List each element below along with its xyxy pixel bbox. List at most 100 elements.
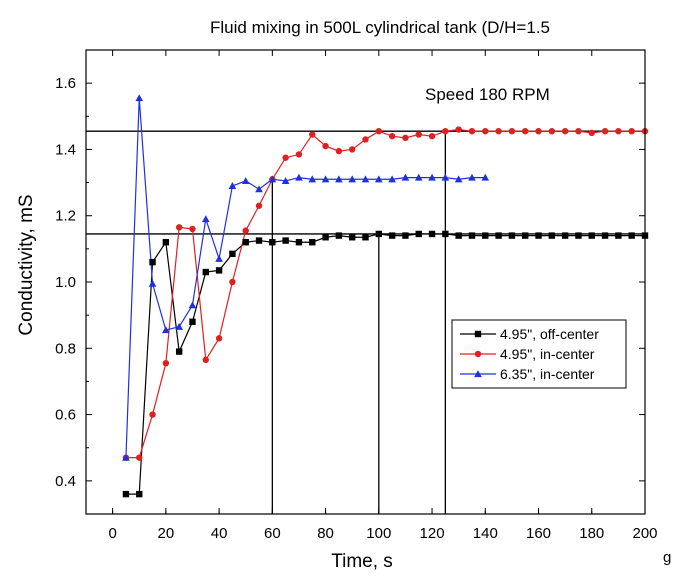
data-point [388,232,396,239]
data-point [535,232,542,239]
data-point [482,232,489,239]
data-point [295,239,303,246]
data-point [495,232,502,239]
data-point [508,128,516,135]
data-point [375,230,383,238]
data-point [335,147,343,155]
data-point [362,136,369,143]
x-tick-label: 200 [632,525,657,542]
data-point [468,232,476,239]
x-tick-label: 160 [526,525,551,542]
data-point [255,202,263,209]
data-point [588,129,595,137]
data-point [215,254,223,262]
data-point [388,175,396,183]
y-tick-label: 0.4 [55,473,76,490]
data-point [348,234,356,241]
data-point [374,175,383,183]
data-point [522,128,529,135]
data-point [335,175,343,183]
data-point [428,230,436,238]
data-point [175,348,183,355]
data-point [375,128,383,135]
data-point [242,239,249,246]
data-point [188,301,197,309]
data-point [122,453,130,461]
data-point [281,177,290,184]
data-point [428,173,436,181]
data-point [548,232,556,239]
speed-annotation: Speed 180 RPM [425,85,550,104]
data-point [242,227,249,234]
series-line-1 [125,128,645,459]
data-point [601,128,609,135]
data-point [495,128,502,135]
data-point [175,322,184,330]
plot-frame [85,49,646,515]
data-point [149,258,156,266]
y-tick-label: 1.6 [55,75,76,92]
data-point [335,232,343,239]
data-point [588,232,595,239]
legend-label: 6.35", in-center [500,366,595,382]
data-point [162,360,170,367]
data-point [295,173,303,181]
data-point [548,128,556,135]
data-point [441,173,450,181]
x-tick-label: 80 [317,525,334,542]
data-point [229,250,236,258]
data-point [189,225,196,233]
data-point [615,128,622,135]
data-point [295,151,303,158]
data-point [136,454,143,461]
y-axis-label: Conductivity, mS [16,194,37,335]
data-point [362,234,369,241]
data-point [201,215,210,223]
data-point [122,490,130,498]
data-point [361,175,370,183]
data-point [575,128,582,135]
data-point [508,232,516,239]
data-point [189,318,196,325]
legend-marker [474,370,482,378]
series-line-0 [125,233,645,495]
data-point [442,128,449,135]
legend-marker [474,330,482,338]
data-point [135,94,144,102]
data-point [175,224,183,231]
data-point [415,131,422,138]
data-point [468,173,476,181]
data-point [308,175,317,183]
data-point [268,175,277,183]
data-point [482,128,489,135]
legend-marker [474,350,482,358]
y-tick-label: 0.8 [55,340,76,357]
data-point [428,132,436,140]
x-tick-label: 40 [211,525,228,542]
data-point [414,173,423,181]
x-tick-label: 120 [420,525,445,542]
data-point [561,232,569,239]
data-point [628,232,635,239]
series-markers [122,94,649,498]
data-point [415,230,422,238]
y-tick-label: 1.4 [55,141,76,158]
data-point [255,185,263,193]
data-point [481,173,490,181]
chart-title: Fluid mixing in 500L cylindrical tank (D… [210,18,550,37]
data-point [535,128,542,135]
data-point [149,411,156,418]
data-point [455,126,462,133]
data-point [322,234,329,241]
y-tick-label: 1.2 [55,208,76,225]
series-lines [125,98,645,495]
data-point [202,356,209,364]
data-point [162,239,170,246]
data-point [215,267,223,274]
data-point [162,326,170,334]
x-tick-label: 20 [158,525,175,542]
data-point [628,128,635,135]
legend-label: 4.95", off-center [500,326,599,342]
data-point [348,146,356,153]
